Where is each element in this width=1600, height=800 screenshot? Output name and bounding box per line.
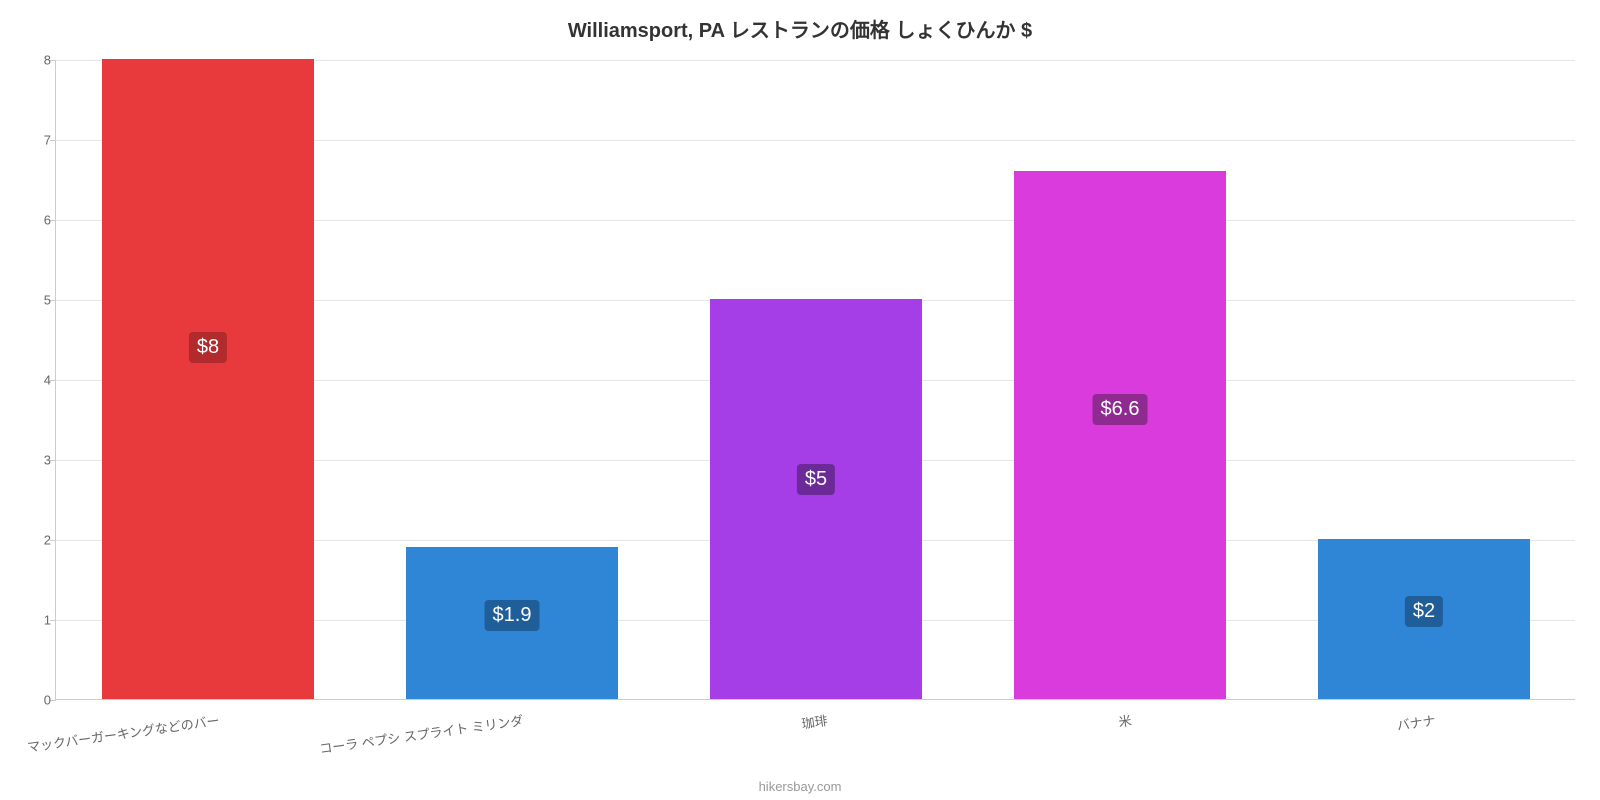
- y-tick-label: 5: [26, 293, 51, 308]
- bar-value-label: $5: [797, 464, 835, 495]
- bar: $1.9: [406, 547, 619, 699]
- chart-credit: hikersbay.com: [0, 779, 1600, 794]
- x-tick-label: バナナ: [1395, 710, 1436, 734]
- y-tick-label: 0: [26, 693, 51, 708]
- y-tick-label: 2: [26, 533, 51, 548]
- x-tick-label: 米: [1117, 710, 1133, 731]
- bar: $5: [710, 299, 923, 699]
- y-tick-label: 3: [26, 453, 51, 468]
- bar-value-label: $2: [1405, 596, 1443, 627]
- bar: $8: [102, 59, 315, 699]
- y-tick-label: 7: [26, 133, 51, 148]
- y-tick-label: 6: [26, 213, 51, 228]
- x-tick-label: マックバーガーキングなどのバー: [26, 710, 221, 756]
- plot-area: 012345678$8マックバーガーキングなどのバー$1.9コーラ ペプシ スプ…: [55, 60, 1575, 700]
- chart-title: Williamsport, PA レストランの価格 しょくひんか $: [0, 14, 1600, 43]
- x-tick-label: 珈琲: [800, 710, 828, 732]
- x-tick-label: コーラ ペプシ スプライト ミリンダ: [318, 710, 524, 757]
- bar: $2: [1318, 539, 1531, 699]
- y-tick-label: 4: [26, 373, 51, 388]
- y-tick-label: 1: [26, 613, 51, 628]
- bar-value-label: $1.9: [485, 600, 540, 631]
- bar-value-label: $8: [189, 332, 227, 363]
- bar: $6.6: [1014, 171, 1227, 699]
- bar-value-label: $6.6: [1093, 394, 1148, 425]
- y-tick-label: 8: [26, 53, 51, 68]
- price-bar-chart: Williamsport, PA レストランの価格 しょくひんか $ 01234…: [0, 0, 1600, 800]
